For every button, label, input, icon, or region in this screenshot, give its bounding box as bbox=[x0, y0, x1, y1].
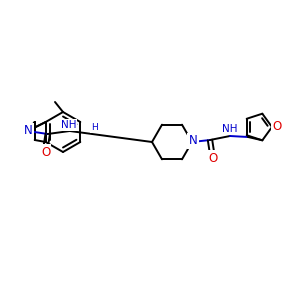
Text: N: N bbox=[189, 134, 197, 148]
Text: H: H bbox=[91, 123, 98, 132]
Text: O: O bbox=[272, 121, 282, 134]
Text: N: N bbox=[24, 124, 33, 137]
Text: O: O bbox=[41, 146, 50, 158]
Text: NH: NH bbox=[61, 120, 76, 130]
Text: NH: NH bbox=[222, 124, 238, 134]
Text: H: H bbox=[66, 119, 73, 128]
Text: O: O bbox=[208, 152, 217, 164]
